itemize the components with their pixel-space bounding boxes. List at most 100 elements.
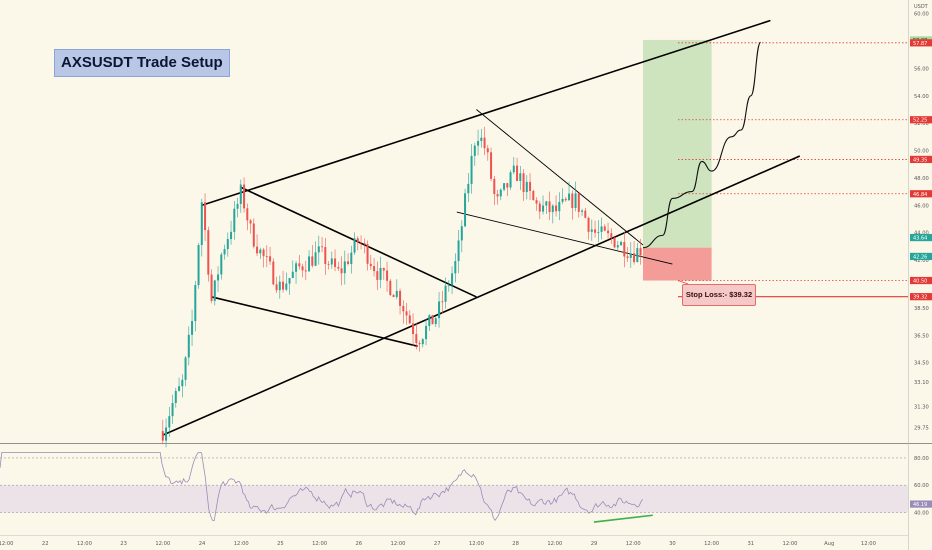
price-tick-label: 44.00 — [914, 231, 929, 237]
candle-body — [480, 137, 483, 142]
candle-body — [376, 271, 379, 280]
candle-body — [538, 203, 541, 212]
candle-body — [431, 315, 434, 325]
price-tick-label: 60.00 — [914, 12, 929, 18]
candle-body — [343, 261, 346, 274]
price-badge — [910, 39, 932, 47]
stop-callout-connector — [677, 280, 689, 285]
candle-body — [405, 311, 408, 316]
price-badge-label: 52.25 — [913, 118, 927, 124]
candle-body — [548, 201, 551, 213]
trendline-lower-channel — [162, 155, 801, 436]
time-tick-label: 12:00 — [783, 541, 798, 547]
candle-body — [356, 238, 359, 243]
candle-body — [308, 256, 311, 272]
candle-body — [499, 189, 502, 197]
candle-body — [428, 315, 431, 326]
time-tick-label: 12:00 — [234, 541, 249, 547]
candle-body — [165, 427, 168, 441]
candle-body — [363, 242, 366, 245]
candle-body — [568, 193, 571, 201]
candle-body — [389, 280, 392, 296]
price-badge-label: 46.84 — [913, 192, 927, 198]
rsi-value-badge — [910, 500, 932, 508]
candle-body — [161, 431, 164, 441]
price-badge-label: 40.50 — [913, 279, 927, 285]
candle-body — [304, 270, 307, 272]
candle-body — [464, 193, 467, 227]
candle-body — [626, 256, 629, 258]
candle-body — [581, 210, 584, 212]
candle-body — [467, 183, 470, 194]
price-tick-label: 54.00 — [914, 94, 929, 100]
price-badge — [910, 293, 932, 301]
candle-body — [558, 201, 561, 212]
candle-body — [311, 256, 314, 266]
rsi-band — [0, 485, 908, 513]
candle-body — [256, 246, 259, 254]
candle-body — [317, 246, 320, 253]
time-tick-label: 12:00 — [77, 541, 92, 547]
candle-body — [200, 202, 203, 245]
candle-body — [561, 198, 564, 202]
candle-body — [236, 204, 239, 209]
candle-body — [620, 241, 623, 246]
candle-body — [639, 248, 642, 256]
candle-body — [275, 284, 278, 291]
stop-zone — [643, 247, 712, 281]
candle-body — [418, 343, 421, 345]
candle-body — [187, 334, 190, 358]
candle-body — [577, 193, 580, 212]
candle-body — [178, 386, 181, 391]
candle-body — [282, 281, 285, 290]
trendline-flag2-top — [476, 109, 644, 246]
candle-body — [616, 245, 619, 248]
candle-body — [181, 379, 184, 387]
candle-body — [529, 181, 532, 191]
candle-body — [623, 241, 626, 257]
price-badge-label: 43.64 — [913, 236, 927, 242]
price-badge — [910, 116, 932, 124]
candle-body — [259, 249, 262, 254]
stop-loss-callout: Stop Loss:- $39.32 — [682, 284, 756, 306]
candle-body — [272, 261, 275, 285]
candle-body — [509, 172, 512, 188]
price-tick-label: 29.75 — [914, 426, 929, 432]
candle-body — [340, 268, 343, 274]
time-tick-label: 12:00 — [861, 541, 876, 547]
chart-title: AXSUSDT Trade Setup — [54, 49, 230, 77]
candle-body — [454, 261, 457, 274]
candle-body — [269, 256, 272, 262]
candle-body — [204, 202, 207, 231]
candle-body — [288, 277, 291, 284]
candle-body — [516, 165, 519, 181]
candle-body — [210, 274, 213, 301]
candle-body — [522, 173, 525, 193]
price-tick-label: 38.50 — [914, 306, 929, 312]
price-tick-label: 48.00 — [914, 176, 929, 182]
candle-body — [434, 318, 437, 325]
currency-label: USDT — [914, 4, 929, 10]
candle-body — [360, 242, 363, 244]
candle-body — [629, 253, 632, 258]
candle-body — [226, 239, 229, 250]
candle-body — [441, 301, 444, 303]
rsi-tick-label: 40.00 — [914, 511, 929, 517]
candle-body — [217, 274, 220, 281]
candle-body — [444, 285, 447, 302]
candle-body — [382, 267, 385, 271]
candle-body — [451, 273, 454, 286]
candle-body — [197, 244, 200, 286]
candle-body — [278, 281, 281, 291]
candle-body — [506, 183, 509, 188]
price-badge-label: 42.26 — [913, 254, 927, 260]
candle-body — [532, 190, 535, 201]
candle-body — [425, 325, 428, 340]
price-tick-label: 34.50 — [914, 361, 929, 367]
candle-body — [613, 237, 616, 248]
candle-body — [610, 233, 613, 238]
candle-body — [421, 339, 424, 345]
candle-body — [168, 416, 171, 428]
